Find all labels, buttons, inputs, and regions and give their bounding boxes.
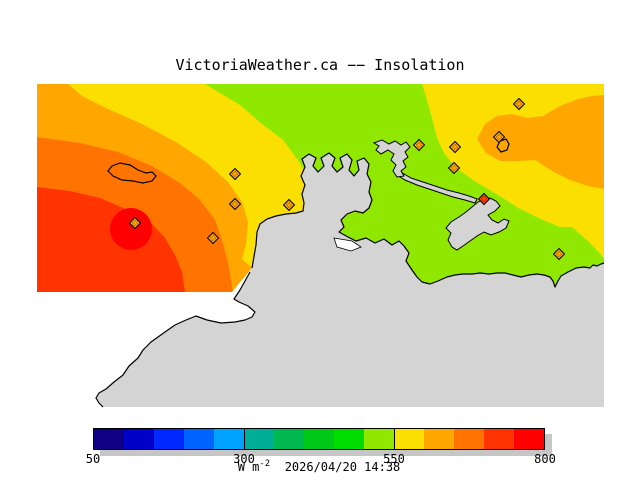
band-500-550 (205, 84, 604, 292)
station-marker-texture (450, 164, 458, 172)
colorbar-segment-0 (94, 429, 124, 449)
station-marker-texture (285, 201, 293, 209)
colorbar-segment-12 (454, 429, 484, 449)
colorbar-segment-1 (124, 429, 154, 449)
race-rocks-island (107, 162, 157, 184)
station-marker-texture (131, 219, 139, 227)
station-marker-texture (515, 100, 523, 108)
band-700-750 (37, 187, 185, 292)
victoria-coastline (251, 152, 605, 288)
page-title: VictoriaWeather.ca −− Insolation (175, 56, 465, 74)
band-600-650-ne-lobe (477, 95, 604, 189)
station-marker (447, 161, 461, 175)
station-marker-texture (209, 234, 217, 242)
station-marker (412, 138, 426, 152)
colorbar-tick-550: 550 (383, 452, 405, 466)
colorbar-segment-3 (184, 429, 214, 449)
station-marker (206, 231, 220, 245)
colorbar-divider-550 (394, 428, 395, 450)
portage-inlet (372, 139, 411, 178)
colorbar-tick-800: 800 (534, 452, 556, 466)
colorbar-segment-4 (214, 429, 244, 449)
colorbar-tick-50: 50 (85, 452, 101, 466)
map-timestamp: 2026/04/20 14:38 (284, 460, 401, 474)
station-marker (282, 198, 296, 212)
colorbar-segment-10 (394, 429, 424, 449)
station-marker (128, 216, 142, 230)
colorbar (93, 428, 545, 450)
station-marker (448, 140, 462, 154)
insolation-field (37, 84, 604, 292)
small-island-outline (496, 138, 510, 153)
colorbar-units-line: W m-2 2026/04/20 14:38 (93, 459, 545, 474)
colorbar-tick-300: 300 (233, 452, 255, 466)
station-marker-texture (231, 170, 239, 178)
colorbar-segment-9 (364, 429, 394, 449)
station-marker (552, 247, 566, 261)
band-750-800-core (110, 208, 152, 250)
colorbar-segment-5 (244, 429, 274, 449)
station-marker (492, 130, 506, 144)
strait-water (96, 153, 604, 407)
station-marker (228, 197, 242, 211)
victoria-inner-harbour (445, 197, 510, 251)
station-marker-texture (495, 133, 503, 141)
station-marker (512, 97, 526, 111)
station-marker (228, 167, 242, 181)
station-marker-texture (231, 200, 239, 208)
colorbar-segment-6 (274, 429, 304, 449)
station-markers (128, 97, 566, 261)
units-exponent: -2 (259, 459, 271, 469)
colorbar-segment-13 (484, 429, 514, 449)
colorbar-segment-7 (304, 429, 334, 449)
colorbar-segment-8 (334, 429, 364, 449)
station-marker-texture (555, 250, 563, 258)
station-marker-texture (480, 195, 488, 203)
gorge-waterway (396, 170, 478, 204)
colorbar-segment-14 (514, 429, 544, 449)
esquimalt-lagoon (333, 237, 362, 252)
colorbar-segment-2 (154, 429, 184, 449)
station-marker (477, 192, 491, 206)
station-marker-texture (415, 141, 423, 149)
units-label: W m (237, 460, 260, 474)
station-marker-texture (451, 143, 459, 151)
olympic-peninsula-coastline (95, 271, 256, 408)
colorbar-segment-11 (424, 429, 454, 449)
colorbar-divider-300 (244, 428, 245, 450)
spacer (270, 460, 284, 474)
